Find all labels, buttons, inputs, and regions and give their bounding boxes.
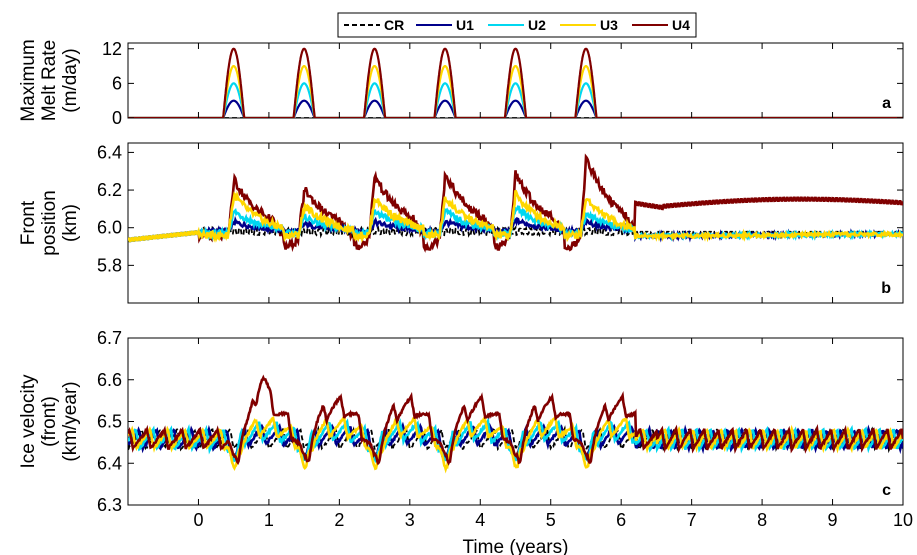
ytick-label-b: 5.8 — [97, 255, 122, 275]
ylabel-c-line-3: (km/year) — [60, 381, 81, 461]
ylabel-b-line-1: Front — [18, 200, 39, 245]
ytick-label-b: 6.2 — [97, 180, 122, 200]
plot-frame-c — [127, 337, 904, 506]
ytick-label-a: 12 — [102, 39, 122, 59]
legend-label-u4: U4 — [672, 17, 690, 33]
xtick-label: 9 — [828, 510, 838, 530]
legend-label-cr: CR — [384, 17, 404, 33]
xlabel: Time (years) — [463, 537, 569, 555]
ytick-label-c: 6.7 — [97, 328, 122, 348]
panel-label-b: b — [881, 280, 891, 297]
ytick-label-c: 6.6 — [97, 370, 122, 390]
ytick-label-b: 6.4 — [97, 142, 122, 162]
legend-label-u1: U1 — [456, 17, 474, 33]
ytick-label-c: 6.5 — [97, 412, 122, 432]
ylabel-c-line-2: (front) — [39, 396, 60, 447]
ytick-label-a: 0 — [112, 108, 122, 128]
ylabel-c-line-1: Ice velocity — [18, 374, 39, 468]
legend: CR U1 U2 U3 U4 — [337, 12, 697, 38]
series-u4-line-b — [128, 153, 903, 253]
ylabel-a-line-3: (m/day) — [60, 48, 81, 112]
ylabel-b-line-2: position — [39, 190, 60, 256]
ylabel-a-line-1: Maximum — [18, 39, 39, 121]
xtick-label: 6 — [616, 510, 626, 530]
xtick-label: 5 — [546, 510, 556, 530]
ylabel-a-line-2: Melt Rate — [39, 40, 60, 121]
series-u3-line-b — [128, 189, 903, 243]
xtick-label: 7 — [687, 510, 697, 530]
ytick-label-c: 6.4 — [97, 453, 122, 473]
plot-frame-a — [127, 42, 904, 119]
xtick-label: 3 — [405, 510, 415, 530]
ytick-label-a: 6 — [112, 73, 122, 93]
panel-label-a: a — [882, 95, 891, 112]
ytick-label-b: 6.0 — [97, 218, 122, 238]
series-u4-line-c — [128, 374, 903, 466]
panel-b-front-position: 5.8 6.0 6.2 6.4 b Front position (km) — [18, 142, 904, 304]
panel-c-ice-velocity: 6.3 6.4 6.5 6.6 6.7 0 1 2 3 4 5 6 7 8 9 10c Ice velocity… — [18, 328, 913, 555]
xtick-label: 10 — [893, 510, 913, 530]
ytick-label-c: 6.3 — [97, 495, 122, 515]
xtick-label: 8 — [757, 510, 767, 530]
legend-label-u3: U3 — [600, 17, 618, 33]
panel-label-c: c — [882, 482, 891, 499]
legend-label-u2: U2 — [528, 17, 546, 33]
xtick-label: 0 — [193, 510, 203, 530]
xtick-label: 2 — [334, 510, 344, 530]
series-u3-line-c — [128, 415, 903, 474]
xtick-label: 4 — [475, 510, 485, 530]
ylabel-b-line-3: (km) — [60, 204, 81, 242]
xtick-label: 1 — [264, 510, 274, 530]
panel-a-melt-rate: 0 6 12 a Maximum Melt Rate (m/day) — [18, 39, 904, 128]
